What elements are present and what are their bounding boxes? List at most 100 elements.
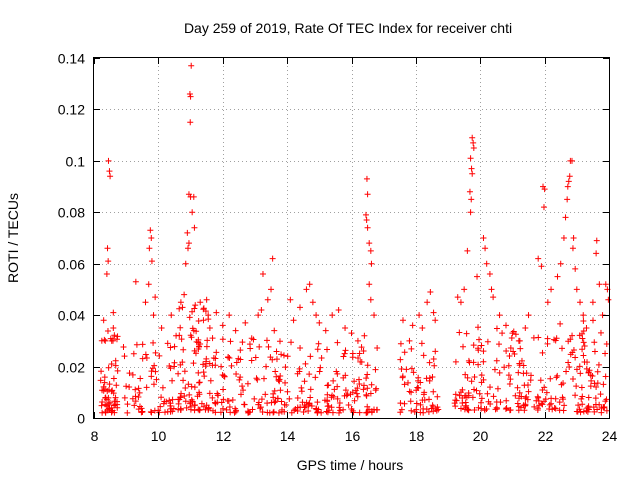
data-point [104, 245, 111, 252]
data-point [340, 374, 347, 381]
data-point [596, 281, 603, 288]
data-point [212, 409, 219, 416]
data-point [464, 374, 471, 381]
data-point [420, 409, 427, 416]
data-point [494, 385, 501, 392]
data-point [124, 409, 131, 416]
data-point [465, 392, 472, 399]
data-point [302, 403, 309, 410]
data-point [415, 374, 422, 381]
data-point [452, 358, 459, 365]
data-point [562, 214, 569, 221]
data-point [196, 406, 203, 413]
data-point [469, 170, 476, 177]
data-point [420, 352, 427, 359]
data-point [520, 362, 527, 369]
data-point [544, 299, 551, 306]
data-point [301, 378, 308, 385]
data-point [426, 359, 433, 366]
data-point [343, 392, 350, 399]
data-point [589, 299, 596, 306]
data-point [419, 325, 426, 331]
data-point [109, 387, 116, 394]
data-point [271, 387, 278, 394]
data-point [263, 337, 270, 344]
data-point [296, 365, 303, 372]
data-point [429, 374, 436, 381]
data-point [418, 340, 425, 347]
data-point [176, 396, 183, 403]
data-point [179, 359, 186, 366]
data-point [272, 368, 279, 375]
data-point [277, 373, 284, 380]
data-point [244, 380, 251, 387]
data-point [167, 402, 174, 409]
data-point [537, 377, 544, 384]
data-point [503, 322, 509, 329]
data-point [111, 332, 118, 339]
data-point [182, 260, 189, 267]
data-point [232, 327, 239, 334]
data-point [334, 383, 341, 390]
data-point [569, 376, 576, 383]
data-point [367, 247, 374, 254]
data-point [229, 397, 236, 404]
data-point [368, 260, 375, 267]
data-point [139, 408, 146, 415]
data-point [592, 395, 599, 402]
data-point [177, 324, 184, 331]
data-point [399, 373, 406, 380]
data-point [548, 395, 555, 402]
data-point [569, 245, 576, 252]
data-point [135, 385, 142, 392]
data-point [363, 175, 370, 182]
data-point [126, 370, 133, 377]
data-point [518, 357, 525, 364]
data-point [593, 384, 600, 391]
data-point [211, 399, 218, 406]
data-point [100, 383, 107, 390]
data-point [132, 386, 139, 393]
data-point [478, 395, 485, 402]
data-point [570, 235, 577, 241]
data-point [342, 347, 349, 354]
data-point [373, 385, 380, 392]
data-point [223, 406, 230, 413]
data-point [480, 235, 487, 241]
data-point [400, 317, 406, 324]
data-point [333, 368, 340, 375]
data-point [474, 273, 481, 280]
data-point [413, 387, 420, 394]
data-point [463, 330, 470, 337]
data-point [566, 364, 573, 371]
data-point [471, 374, 478, 381]
data-point [502, 406, 509, 413]
data-point [180, 346, 187, 353]
data-point [353, 390, 360, 397]
data-point [197, 299, 204, 306]
data-point [248, 335, 255, 342]
data-point [496, 341, 503, 348]
data-point [324, 391, 331, 398]
data-point [275, 377, 282, 384]
data-point [406, 388, 413, 395]
data-point [171, 363, 178, 370]
data-point [523, 370, 530, 377]
data-point [290, 317, 297, 324]
data-point [419, 397, 426, 404]
data-point [247, 345, 254, 352]
data-point [112, 401, 119, 408]
data-point [335, 307, 342, 313]
data-point [363, 409, 370, 416]
data-point [512, 331, 519, 338]
data-point [456, 329, 463, 336]
data-point [130, 350, 137, 357]
data-point [121, 353, 128, 360]
data-point [397, 356, 404, 363]
data-point [374, 345, 381, 352]
data-point [221, 373, 228, 380]
data-point [480, 348, 487, 355]
data-point [356, 380, 363, 387]
data-point [178, 336, 185, 343]
data-point [584, 359, 591, 366]
